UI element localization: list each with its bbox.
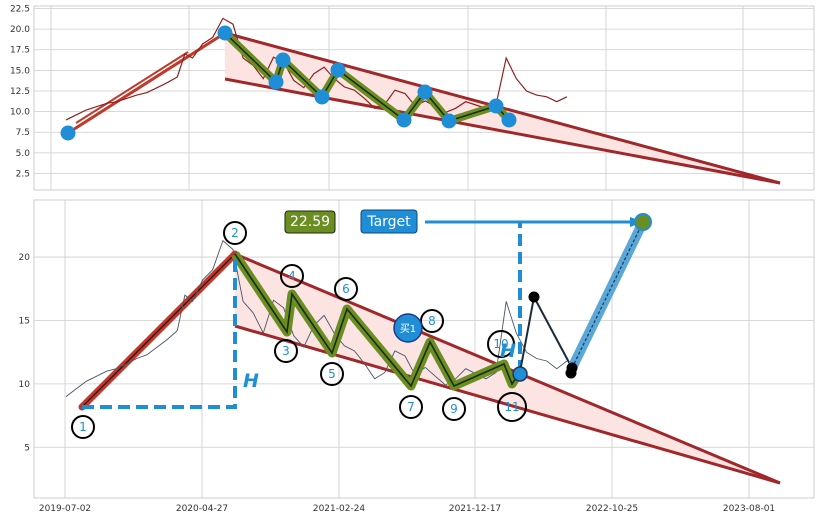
top-zigzag (222, 30, 512, 125)
bottom-y-tick-label: 10 (19, 380, 31, 390)
h-label-right: H (500, 340, 516, 362)
wave-label-circle (71, 415, 95, 439)
top-y-tick-label: 2.5 (16, 169, 30, 179)
top-panel: 2.5 5.0 7.5 10.0 12.5 15.0 17.5 20.0 22.5 (10, 4, 815, 191)
h-dashed-guide-left (82, 254, 237, 409)
wave-label-circle (487, 330, 515, 358)
black-projection-point (528, 291, 540, 303)
bottom-x-tick-label: 2022-10-25 (586, 504, 638, 514)
top-y-tick-label: 7.5 (16, 128, 30, 138)
target-box-label: Target (366, 214, 411, 230)
top-pivot-marker (396, 112, 412, 128)
wave-label-number: 8 (428, 314, 436, 328)
bottom-annotations: 1 2 3 4 5 6 7 8 9 10 11 (71, 213, 652, 439)
top-up-leg-parallel (75, 51, 189, 124)
h-label-left: H (243, 370, 259, 392)
wave-label-number: 6 (342, 282, 350, 296)
buy-marker-label: 买1 (400, 323, 416, 335)
wave-label-number: 4 (288, 269, 296, 283)
wave-label-number: 9 (450, 402, 458, 416)
wave-label-number: 1 (79, 420, 87, 434)
top-zigzag-core (224, 32, 510, 122)
wave-label-circle (274, 339, 298, 363)
bottom-up-leg-core (81, 253, 236, 408)
projection-blue-leg-core (571, 221, 644, 369)
top-pivot-marker (275, 52, 291, 68)
bottom-x-tick-label: 2023-08-01 (723, 504, 775, 514)
wave-label-circle (399, 395, 423, 419)
top-grid (34, 6, 814, 190)
bottom-lower-trendline (234, 324, 781, 485)
wave-label-circle (420, 309, 444, 333)
bottom-y-tick-label: 15 (19, 316, 30, 326)
black-projection-point (565, 367, 577, 379)
buy-marker: 买1 (393, 313, 423, 343)
target-point (634, 213, 652, 231)
top-y-tick-label: 17.5 (10, 46, 30, 56)
wave-label-circle (280, 264, 304, 288)
wave-label-circle (497, 392, 527, 422)
wave-label-number: 11 (504, 400, 519, 414)
top-pivot-marker (488, 98, 504, 114)
top-pivot-marker (60, 125, 76, 141)
bottom-x-tick-label: 2019-07-02 (39, 504, 91, 514)
wave-label-number: 5 (328, 367, 336, 381)
wave-label-circle (334, 277, 358, 301)
wave-label-circle (320, 362, 344, 386)
price-box-bg (284, 210, 336, 234)
top-y-tick-label: 22.5 (10, 4, 30, 14)
top-pivot-marker (501, 112, 517, 128)
bottom-y-tick-label: 20 (19, 253, 31, 263)
bottom-x-tick-label: 2020-04-27 (176, 504, 228, 514)
target-box-bg (360, 209, 418, 234)
wave-label-number: 2 (231, 226, 239, 240)
top-pivot-marker (417, 84, 433, 100)
top-pivot-marker (268, 74, 284, 90)
wave-label-number: 10 (493, 337, 508, 351)
bottom-y-tick-label: 5 (24, 443, 30, 453)
current-price-marker (512, 366, 528, 382)
buy-marker-circle (393, 313, 423, 343)
top-pivot-markers (60, 25, 517, 141)
top-y-tick-label: 20.0 (10, 25, 30, 35)
top-pivot-marker (441, 113, 457, 129)
top-y-ticks: 2.5 5.0 7.5 10.0 12.5 15.0 17.5 20.0 22.5 (10, 4, 30, 179)
price-box-label: 22.59 (290, 214, 330, 230)
bottom-zigzag (231, 251, 524, 391)
top-pivot-marker (314, 89, 330, 105)
top-y-tick-label: 10.0 (10, 108, 30, 118)
target-box: Target (360, 209, 418, 234)
top-y-tick-label: 12.5 (10, 87, 30, 97)
wave-label-circle (442, 397, 466, 421)
bottom-y-ticks: 5 10 15 20 (19, 253, 31, 453)
bottom-x-tick-label: 2021-02-24 (313, 504, 366, 514)
bottom-x-tick-label: 2021-12-17 (449, 504, 501, 514)
wave-label-circle (223, 221, 247, 245)
top-pivot-marker (330, 62, 346, 78)
wave-label-number: 7 (407, 400, 415, 414)
top-y-tick-label: 5.0 (16, 149, 31, 159)
bottom-zigzag-core (234, 253, 521, 388)
bottom-x-ticks: 2019-07-02 2020-04-27 2021-02-24 2021-12-17… (39, 504, 775, 514)
top-y-tick-label: 15.0 (10, 66, 30, 76)
wave-label-number: 3 (282, 344, 290, 358)
price-box: 22.59 (284, 210, 336, 234)
top-pivot-marker (217, 25, 233, 41)
